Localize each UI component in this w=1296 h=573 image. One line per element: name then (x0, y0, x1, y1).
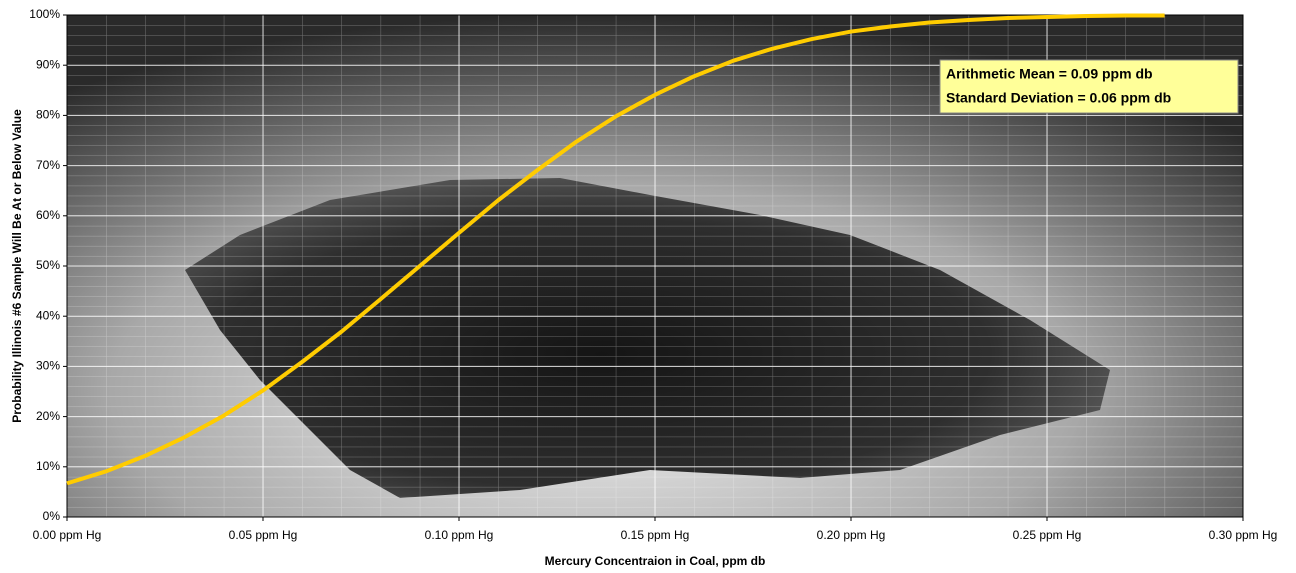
y-tick-label: 50% (36, 258, 60, 272)
y-tick-label: 10% (36, 459, 60, 473)
annotation-box: Arithmetic Mean = 0.09 ppm db Standard D… (939, 59, 1239, 114)
y-tick-label: 30% (36, 359, 60, 373)
y-tick-label: 90% (36, 57, 60, 71)
series (66, 13, 1165, 486)
annotation: Arithmetic Mean = 0.09 ppm db (946, 66, 1153, 82)
y-tick-label: 60% (36, 208, 60, 222)
annotation-background (939, 59, 1239, 114)
x-tick-label: 0.25 ppm Hg (1013, 528, 1082, 542)
y-axis-label: Probability Illinois #6 Sample Will Be A… (10, 109, 24, 423)
annotation: Standard Deviation = 0.06 ppm db (946, 90, 1171, 106)
y-tick-label: 70% (36, 158, 60, 172)
y-tick-label: 100% (29, 7, 60, 21)
x-tick-label: 0.15 ppm Hg (621, 528, 690, 542)
x-tick-label: 0.30 ppm Hg (1209, 528, 1278, 542)
line-series (66, 13, 1165, 486)
x-tick-label: 0.00 ppm Hg (33, 528, 102, 542)
y-tick-label: 20% (36, 409, 60, 423)
x-tick-label: 0.10 ppm Hg (425, 528, 494, 542)
x-tick-label: 0.05 ppm Hg (229, 528, 298, 542)
y-tick-label: 0% (43, 509, 61, 523)
x-axis-label: Mercury Concentraion in Coal, ppm db (545, 554, 766, 568)
y-tick-label: 80% (36, 108, 60, 122)
y-tick-label: 40% (36, 308, 60, 322)
x-tick-label: 0.20 ppm Hg (817, 528, 886, 542)
